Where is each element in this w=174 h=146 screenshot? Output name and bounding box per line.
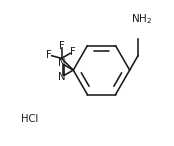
Text: NH$_2$: NH$_2$ (131, 13, 152, 26)
Text: N: N (58, 72, 65, 82)
Text: N: N (58, 58, 65, 68)
Text: HCl: HCl (21, 114, 38, 124)
Text: F: F (46, 50, 52, 60)
Text: F: F (70, 47, 75, 57)
Text: F: F (59, 41, 64, 51)
